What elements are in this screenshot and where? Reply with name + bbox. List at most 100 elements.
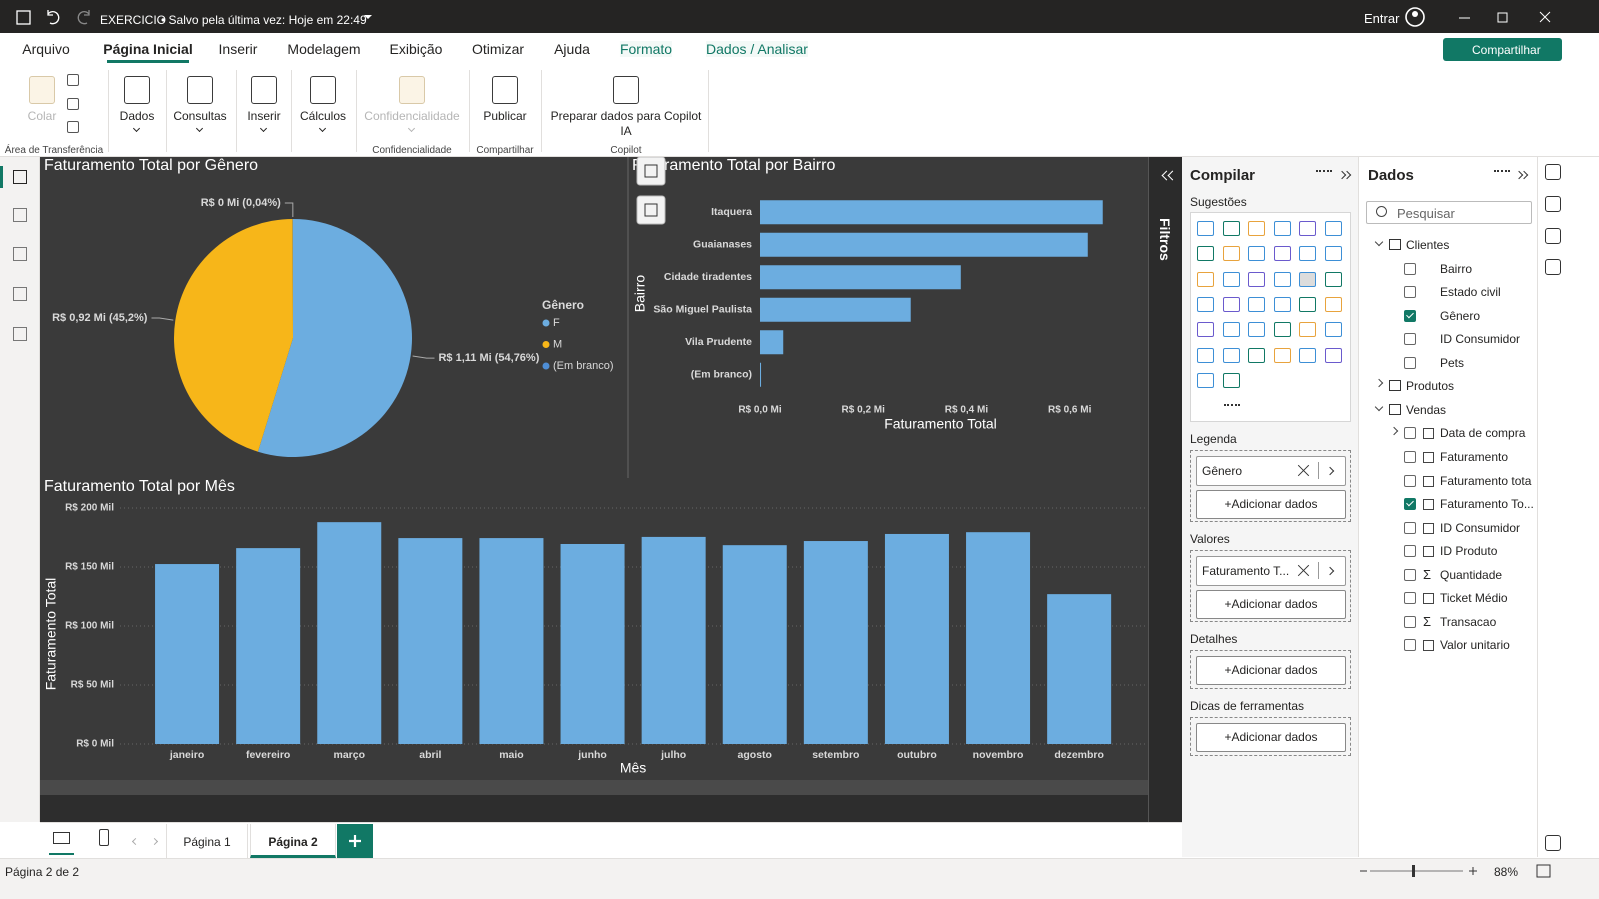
dropdown-caret[interactable] xyxy=(364,15,372,19)
field-name[interactable]: ID Produto xyxy=(1440,544,1498,559)
visual-icon[interactable] xyxy=(1222,372,1240,388)
ribbon-tab[interactable]: Ajuda xyxy=(554,41,590,57)
visual-icon[interactable] xyxy=(1248,296,1265,312)
share-button[interactable] xyxy=(1443,38,1562,61)
add-data-button[interactable] xyxy=(1196,590,1346,619)
visual-icon[interactable] xyxy=(1273,347,1291,363)
field-pill[interactable] xyxy=(1196,556,1346,586)
field-name[interactable]: Bairro xyxy=(1440,261,1473,276)
ribbon-button-icon[interactable] xyxy=(492,76,518,104)
visual-icon[interactable] xyxy=(1273,221,1291,236)
ribbon-tab[interactable]: Dados / Analisar xyxy=(706,41,808,57)
table-name[interactable]: Vendas xyxy=(1406,402,1447,417)
field-checkbox[interactable] xyxy=(1404,356,1416,369)
field-checkbox[interactable] xyxy=(1404,333,1416,346)
field-checkbox[interactable] xyxy=(1404,592,1416,605)
save-icon[interactable] xyxy=(16,10,31,25)
ribbon-tab[interactable]: Otimizar xyxy=(471,41,525,57)
redo-icon[interactable] xyxy=(77,10,90,25)
visual-icon[interactable] xyxy=(1222,347,1240,363)
visual-icon[interactable] xyxy=(1222,322,1240,338)
field-checkbox[interactable] xyxy=(1404,262,1416,275)
visual-icon[interactable] xyxy=(1197,372,1214,388)
zoom-in[interactable] xyxy=(1469,867,1477,875)
field-pill[interactable] xyxy=(1196,456,1346,486)
field-name[interactable]: Data de compra xyxy=(1440,426,1526,441)
field-checkbox[interactable] xyxy=(1404,286,1416,299)
field-checkbox[interactable] xyxy=(1404,474,1416,487)
visual-icon[interactable] xyxy=(1248,246,1265,262)
sign-in[interactable]: Entrar xyxy=(1364,11,1400,26)
visual-icon[interactable] xyxy=(1299,221,1316,236)
avatar[interactable] xyxy=(1405,7,1425,27)
desktop-view-icon[interactable] xyxy=(53,832,70,844)
visual-header-button[interactable] xyxy=(636,195,666,225)
view-icon[interactable] xyxy=(13,327,27,341)
visual-icon[interactable] xyxy=(1222,246,1240,262)
pane-icon[interactable] xyxy=(1545,835,1561,851)
field-name[interactable]: Faturamento To... xyxy=(1440,497,1534,512)
ribbon-tab[interactable]: Arquivo xyxy=(22,41,70,57)
ribbon-button-label[interactable]: Consultas xyxy=(173,109,227,123)
search-box[interactable] xyxy=(1366,201,1532,224)
view-icon[interactable] xyxy=(13,287,27,301)
visual-icon[interactable] xyxy=(1197,246,1214,262)
visual-header-button[interactable] xyxy=(636,157,666,186)
filters-label[interactable]: Filtros xyxy=(1157,218,1173,261)
field-name[interactable]: ID Consumidor xyxy=(1440,520,1521,535)
field-name[interactable]: Pets xyxy=(1440,355,1465,370)
ribbon-button-label[interactable]: Cálculos xyxy=(299,109,347,123)
field-name[interactable]: Transacao xyxy=(1440,614,1497,629)
field-name[interactable]: Gênero xyxy=(1440,308,1481,323)
visual-icon[interactable] xyxy=(1299,246,1316,262)
field-checkbox[interactable] xyxy=(1404,568,1416,581)
visual-icon[interactable] xyxy=(1324,296,1342,312)
ribbon-tab[interactable]: Inserir xyxy=(218,41,258,57)
visual-icon[interactable] xyxy=(1324,347,1342,363)
visual-icon[interactable] xyxy=(1197,221,1214,236)
pane-icon[interactable] xyxy=(1545,196,1561,212)
clipboard-icon[interactable] xyxy=(67,121,79,133)
field-checkbox[interactable] xyxy=(1404,639,1416,652)
field-pill-label[interactable]: Faturamento T... xyxy=(1202,564,1290,578)
page-tab-label[interactable]: Página 1 xyxy=(183,835,231,849)
visual-icon[interactable] xyxy=(1222,221,1240,236)
pane-icon[interactable] xyxy=(1545,228,1561,244)
undo-icon[interactable] xyxy=(47,10,60,25)
mobile-view-icon[interactable] xyxy=(99,829,109,846)
add-data-label[interactable]: +Adicionar dados xyxy=(1224,497,1318,511)
fit-page[interactable] xyxy=(1536,864,1551,878)
field-name[interactable]: Ticket Médio xyxy=(1440,591,1508,606)
pane-icon[interactable] xyxy=(1545,259,1561,275)
ribbon-button-icon[interactable] xyxy=(613,76,639,104)
restore[interactable] xyxy=(1497,12,1508,23)
page-tab[interactable] xyxy=(250,824,336,858)
clipboard-icon[interactable] xyxy=(67,74,79,86)
search-placeholder[interactable]: Pesquisar xyxy=(1397,206,1455,221)
visual-icon[interactable] xyxy=(1197,271,1214,287)
ribbon-button-label[interactable]: Inserir xyxy=(247,109,281,123)
visual-icon[interactable] xyxy=(1273,246,1291,262)
field-checkbox[interactable] xyxy=(1404,498,1416,511)
pane-icon[interactable] xyxy=(1545,164,1561,180)
ribbon-button-icon[interactable] xyxy=(251,76,277,104)
visual-icon[interactable] xyxy=(1273,271,1291,287)
visual-icon[interactable] xyxy=(1324,221,1342,236)
visual-icon[interactable] xyxy=(1299,271,1316,287)
ribbon-button-icon[interactable] xyxy=(310,76,336,104)
visual-icon[interactable] xyxy=(1222,296,1240,312)
field-name[interactable]: Estado civil xyxy=(1440,285,1501,300)
view-icon[interactable] xyxy=(13,208,27,222)
field-checkbox[interactable] xyxy=(1404,450,1416,463)
ribbon-button-icon[interactable] xyxy=(187,76,213,104)
clipboard-icon[interactable] xyxy=(67,98,79,110)
ribbon-button-icon[interactable] xyxy=(124,76,150,104)
filters-pane[interactable] xyxy=(1148,157,1182,822)
page-tab-label[interactable]: Página 2 xyxy=(268,835,318,849)
visual-icon[interactable] xyxy=(1197,296,1214,312)
visual-icon[interactable] xyxy=(1299,322,1316,338)
close[interactable] xyxy=(1539,11,1551,23)
field-pill-label[interactable]: Gênero xyxy=(1202,464,1243,478)
ribbon-tab[interactable]: Modelagem xyxy=(287,41,361,57)
field-checkbox[interactable] xyxy=(1404,545,1416,558)
